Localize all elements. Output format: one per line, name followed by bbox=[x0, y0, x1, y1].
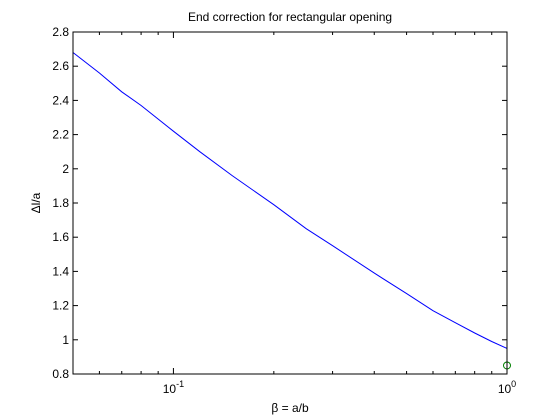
y-tick-label: 2 bbox=[62, 162, 69, 176]
y-tick-label: 0.8 bbox=[52, 367, 69, 381]
x-axis-label: β = a/b bbox=[271, 401, 309, 415]
x-tick-label: 10-1 bbox=[163, 379, 184, 396]
y-tick-label: 1.2 bbox=[52, 299, 69, 313]
ticks-layer: 0.8 1 1.2 1.4 1.6 1.8 2 2.2 2.4 2.6 2.8 10-1 100 bbox=[52, 25, 516, 396]
y-axis-label: Δl/a bbox=[29, 192, 43, 213]
y-tick-label: 2.8 bbox=[52, 25, 69, 39]
y-tick-label: 1 bbox=[62, 333, 69, 347]
y-tick-label: 1.6 bbox=[52, 230, 69, 244]
y-tick-label: 1.8 bbox=[52, 196, 69, 210]
y-tick-label: 2.6 bbox=[52, 59, 69, 73]
chart-title: End correction for rectangular opening bbox=[188, 10, 392, 24]
series-line-0 bbox=[72, 52, 508, 349]
y-tick-label: 1.4 bbox=[52, 264, 69, 278]
y-tick-label: 2.2 bbox=[52, 128, 69, 142]
x-tick-label: 100 bbox=[498, 379, 516, 396]
y-tick-label: 2.4 bbox=[52, 93, 69, 107]
plot-area bbox=[73, 32, 507, 374]
